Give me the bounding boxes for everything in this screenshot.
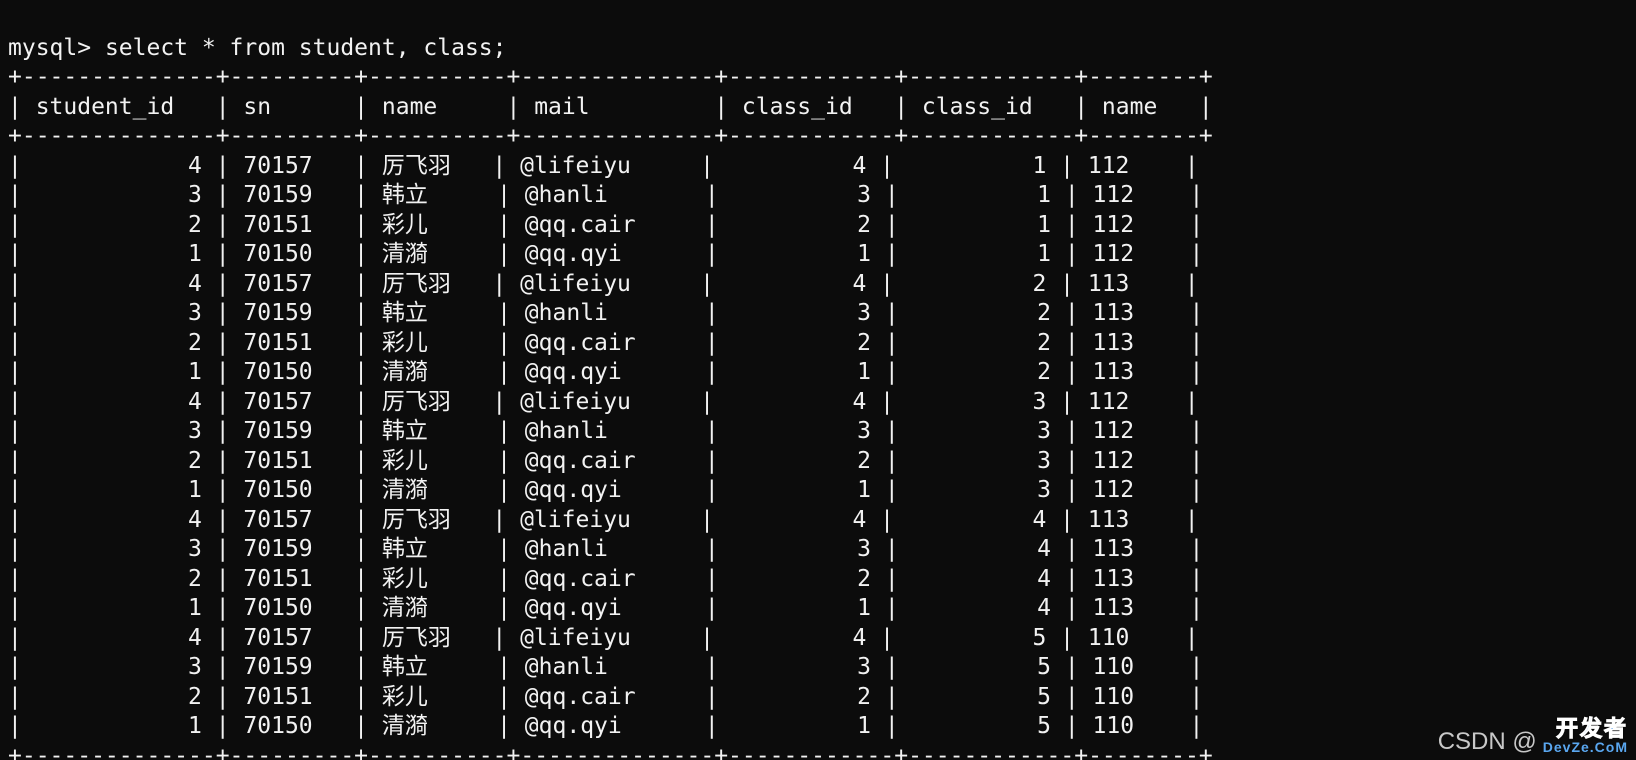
brand-bottom: DevZe.CoM	[1543, 738, 1628, 756]
table-border-top: +--------------+---------+----------+---…	[8, 64, 1213, 90]
mysql-prompt: mysql>	[8, 35, 105, 61]
sql-query: select * from student, class;	[105, 35, 507, 61]
terminal-output: mysql> select * from student, class; +--…	[0, 0, 1636, 760]
csdn-label: CSDN @	[1438, 728, 1537, 756]
devze-brand: 开发者 DevZe.CoM	[1543, 720, 1628, 756]
table-border-bottom: +--------------+---------+----------+---…	[8, 743, 1213, 760]
table-body: | 4 | 70157 | 厉飞羽 | @lifeiyu | 4 | 1 | 1…	[8, 153, 1203, 740]
table-border-mid: +--------------+---------+----------+---…	[8, 123, 1213, 149]
watermark: CSDN @ 开发者 DevZe.CoM	[1438, 720, 1628, 756]
table-header-row: | student_id | sn | name | mail | class_…	[8, 94, 1213, 120]
brand-top: 开发者	[1543, 720, 1628, 738]
